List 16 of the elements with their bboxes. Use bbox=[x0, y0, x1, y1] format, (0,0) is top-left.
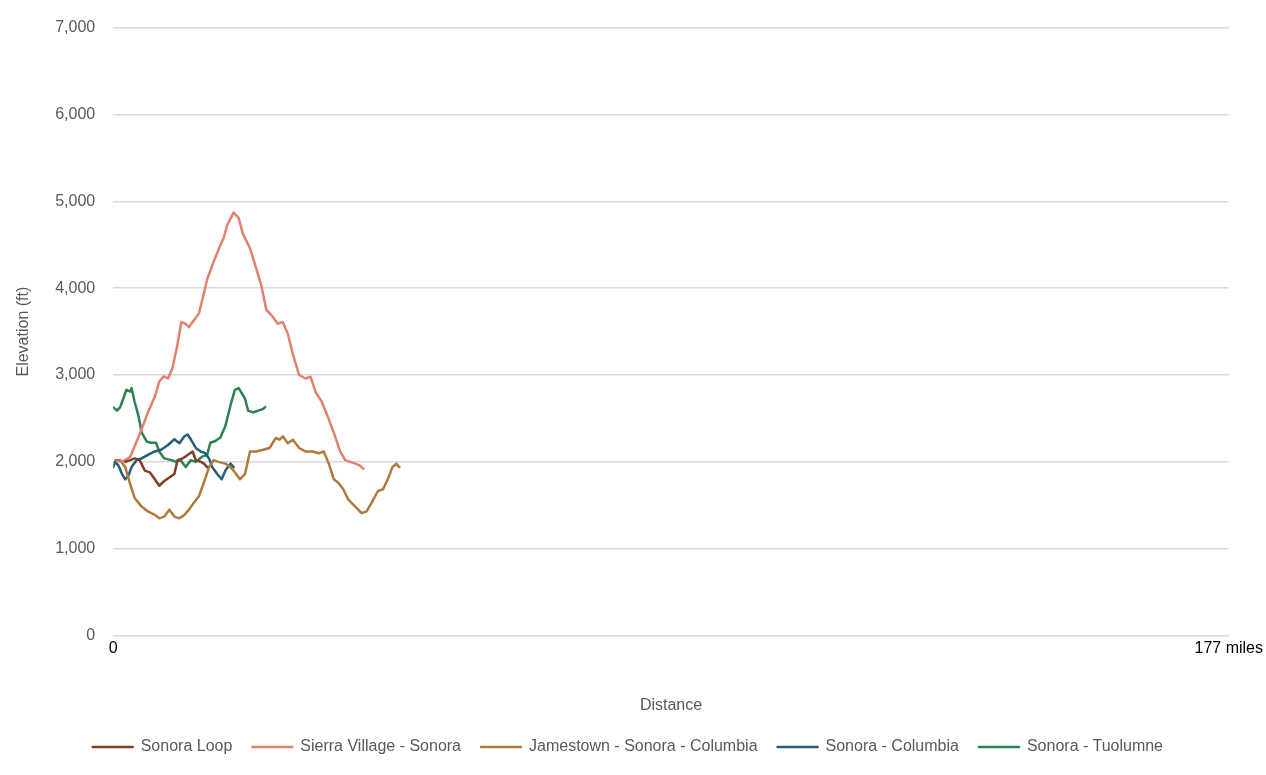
x-axis-title: Distance bbox=[639, 695, 703, 713]
legend-label: Sonora - Columbia bbox=[825, 737, 960, 755]
legend-label: Sonora - Tuolumne bbox=[1026, 737, 1164, 755]
legend-label: Jamestown - Sonora - Columbia bbox=[529, 737, 758, 755]
y-tick-label: 4,000 bbox=[55, 278, 96, 296]
y-axis-title: Elevation (ft) bbox=[14, 286, 32, 377]
x-tick-label: 177 miles bbox=[1194, 638, 1263, 656]
y-tick-label: 6,000 bbox=[55, 104, 96, 122]
legend-label: Sierra Village - Sonora bbox=[300, 737, 462, 755]
y-tick-label: 1,000 bbox=[55, 539, 96, 557]
y-tick-label: 3,000 bbox=[55, 365, 96, 383]
legend-label: Sonora Loop bbox=[140, 737, 233, 755]
y-tick-label: 2,000 bbox=[55, 452, 96, 470]
y-tick-label: 0 bbox=[86, 626, 96, 644]
y-tick-label: 7,000 bbox=[55, 18, 96, 36]
y-tick-label: 5,000 bbox=[55, 191, 96, 209]
